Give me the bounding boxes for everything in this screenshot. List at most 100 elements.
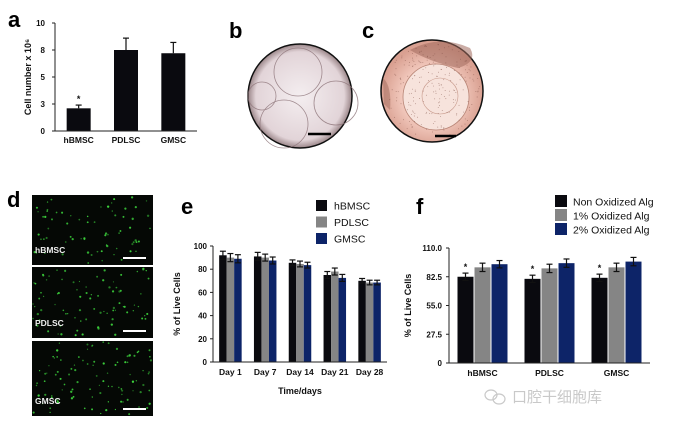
cell-dot (45, 236, 48, 239)
cell-dot (63, 383, 66, 386)
cell-dot (102, 362, 105, 365)
bar (303, 265, 312, 362)
speckle (422, 62, 424, 63)
speckle (439, 101, 441, 103)
cell-dot (146, 312, 149, 316)
speckle (466, 119, 468, 121)
speckle (394, 116, 396, 118)
cell-dot (38, 370, 41, 372)
cell-dot (53, 357, 56, 359)
cell-dot (121, 393, 123, 396)
speckle (399, 77, 401, 79)
speckle (419, 77, 421, 78)
speckle (432, 55, 434, 57)
cell-dot (100, 412, 102, 415)
cell-dot (144, 317, 147, 320)
cell-dot (85, 286, 87, 288)
y-tick-label: 55.0 (426, 302, 442, 311)
cell-dot (132, 241, 135, 244)
speckle (400, 83, 402, 85)
bar (558, 263, 575, 363)
cell-dot (104, 232, 108, 235)
legend-label: 1% Oxidized Alg (573, 211, 650, 223)
cell-dot (74, 369, 77, 372)
speckle (419, 81, 421, 83)
cell-dot (102, 380, 105, 383)
speckle (414, 112, 416, 114)
speckle (461, 125, 463, 127)
cell-dot (146, 406, 149, 410)
cell-dot (101, 259, 103, 262)
cell-dot (122, 215, 125, 218)
speckle (437, 43, 439, 45)
legend: hBMSC PDLSC GMSC (316, 200, 371, 246)
cell-dot (90, 294, 93, 296)
speckle (433, 85, 434, 87)
cell-dot (49, 411, 51, 414)
cell-dot (114, 309, 116, 311)
cell-dot (118, 232, 120, 234)
speckle (425, 113, 427, 114)
cell-dot (72, 395, 75, 398)
cell-dot (128, 413, 131, 416)
cell-dot (85, 318, 88, 321)
cell-dot (76, 288, 78, 291)
speckle (464, 60, 466, 62)
speckle (441, 93, 442, 95)
speckle (395, 91, 397, 93)
cell-dot (120, 400, 123, 403)
cell-dot (40, 238, 42, 241)
cell-dot (124, 207, 127, 210)
speckle (454, 99, 456, 101)
cell-dot (111, 385, 113, 388)
speckle (426, 128, 427, 130)
cell-dot (54, 373, 57, 376)
speckle (445, 56, 447, 58)
speckle (479, 86, 481, 88)
speckle (464, 76, 466, 78)
bar (296, 263, 304, 362)
cell-dot (130, 196, 134, 199)
speckle (464, 118, 466, 120)
bar (365, 282, 374, 362)
cell-dot (148, 349, 151, 352)
speckle (422, 90, 424, 92)
fluorescence-images: hBMSC PDLSC GMSC (32, 195, 153, 416)
cell-dot (56, 349, 59, 352)
cell-dot (32, 317, 34, 320)
cell-dot (52, 355, 54, 358)
speckle (420, 76, 422, 78)
cell-dot (131, 243, 134, 246)
speckle (458, 128, 460, 130)
cell-dot (76, 329, 79, 332)
cell-dot (115, 247, 118, 250)
cell-dot (66, 222, 69, 225)
chart-e: Day 1 Day 7 Day 14 Day 21 Day 28 0 20 40 60 80 100… (172, 200, 387, 396)
speckle (449, 72, 450, 74)
cell-dot (83, 407, 86, 410)
speckle (472, 78, 474, 80)
legend-label: PDLSC (334, 217, 369, 229)
cell-dot (81, 333, 84, 336)
speckle (426, 111, 428, 113)
speckle (477, 91, 479, 93)
speckle (453, 70, 455, 72)
x-tick-label: Day 1 (219, 367, 242, 377)
cell-dot (46, 201, 49, 203)
speckle (444, 74, 446, 76)
y-tick-label: 40 (198, 312, 207, 321)
speckle (470, 66, 472, 68)
speckle (424, 45, 426, 47)
speckle (431, 82, 433, 84)
cell-dot (58, 342, 61, 344)
cell-dot (55, 211, 58, 214)
speckle (473, 74, 475, 76)
cell-dot (42, 273, 44, 276)
speckle (440, 126, 442, 128)
cell-dot (65, 313, 67, 315)
cell-dot (113, 198, 116, 201)
speckle (429, 113, 431, 114)
speckle (450, 80, 452, 81)
speckle (400, 79, 402, 80)
speckle (446, 111, 448, 113)
